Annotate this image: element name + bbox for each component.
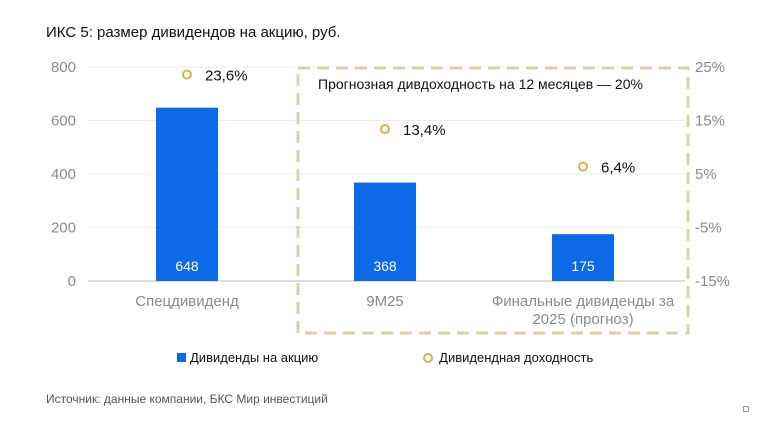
y2-tick-label: -15% (695, 273, 730, 290)
y-tick-label: 0 (68, 273, 76, 290)
x-tick-label: Финальные дивиденды за 2025 (прогноз) (492, 293, 675, 328)
bar (156, 107, 218, 281)
yield-data-label: 13,4% (403, 122, 446, 139)
y-tick-label: 600 (51, 113, 76, 130)
legend-item-dividends: Дивиденды на акцию (177, 350, 318, 365)
annotation: Прогнозная дивдоходность на 12 месяцев —… (318, 76, 643, 92)
bar-data-label: 648 (175, 258, 199, 274)
y-tick-label: 400 (51, 166, 76, 183)
legend: Дивиденды на акцию Дивидендная доходност… (177, 350, 698, 365)
forecast-box (296, 66, 690, 335)
legend-label: Дивидендная доходность (439, 350, 594, 365)
square-icon (743, 406, 749, 412)
bar (552, 234, 614, 281)
y2-tick-label: -5% (695, 220, 722, 237)
yield-data-label: 6,4% (601, 160, 635, 177)
y-tick-label: 800 (51, 59, 76, 76)
yield-point (578, 161, 588, 172)
yield-point (380, 124, 390, 135)
x-tick-label: 9М25 (366, 293, 404, 310)
x-tick-label: Спецдивиденд (135, 293, 239, 310)
y2-tick-label: 15% (695, 113, 725, 130)
legend-label: Дивиденды на акцию (190, 350, 319, 365)
bar-data-label: 175 (571, 258, 595, 274)
y2-tick-label: 5% (695, 166, 717, 183)
bar-data-label: 368 (373, 258, 397, 274)
chart-title: ИКС 5: размер дивидендов на акцию, руб. (46, 24, 341, 41)
source-note: Источник: данные компании, БКС Мир инвес… (46, 392, 328, 406)
bar (354, 182, 416, 281)
y-tick-label: 200 (51, 220, 76, 237)
yield-data-label: 23,6% (205, 67, 248, 84)
ring-marker-icon (423, 352, 434, 363)
yield-point (182, 69, 192, 80)
y2-tick-label: 25% (695, 59, 725, 76)
legend-item-yield: Дивидендная доходность (423, 350, 593, 365)
bar-swatch-icon (177, 353, 186, 362)
